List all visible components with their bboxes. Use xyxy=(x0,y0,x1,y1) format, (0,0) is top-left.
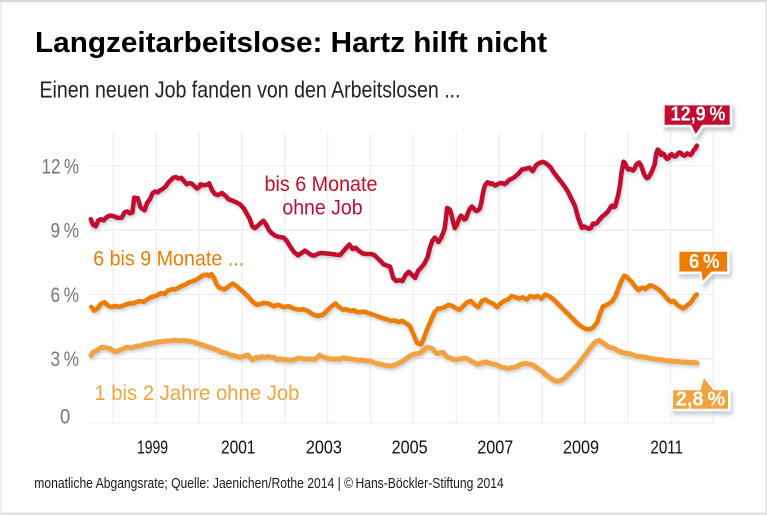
svg-text:2007: 2007 xyxy=(477,438,513,458)
svg-text:1 bis 2 Jahre ohne Job: 1 bis 2 Jahre ohne Job xyxy=(94,382,299,405)
svg-text:2005: 2005 xyxy=(392,438,428,458)
svg-text:2009: 2009 xyxy=(563,438,599,458)
svg-text:9 %: 9 % xyxy=(51,220,80,243)
svg-text:bis 6 Monate: bis 6 Monate xyxy=(265,173,378,196)
svg-text:2,8 %: 2,8 % xyxy=(676,389,726,411)
svg-text:Langzeitarbeitslose: Hartz hil: Langzeitarbeitslose: Hartz hilft nicht xyxy=(35,27,547,59)
svg-text:3 %: 3 % xyxy=(51,348,80,371)
svg-text:6 bis 9 Monate ...: 6 bis 9 Monate ... xyxy=(93,247,244,270)
svg-text:2003: 2003 xyxy=(306,438,342,458)
svg-text:6 %: 6 % xyxy=(689,251,720,273)
svg-text:monatliche Abgangsrate; Quelle: monatliche Abgangsrate; Quelle: Jaeniche… xyxy=(34,475,503,492)
svg-text:6 %: 6 % xyxy=(51,284,80,307)
svg-text:ohne Job: ohne Job xyxy=(282,197,362,220)
svg-text:Einen neuen Job fanden von den: Einen neuen Job fanden von den Arbeitslo… xyxy=(40,77,461,103)
svg-text:1999: 1999 xyxy=(137,438,168,458)
svg-text:12 %: 12 % xyxy=(42,156,80,179)
svg-text:2011: 2011 xyxy=(650,438,683,458)
svg-text:0: 0 xyxy=(60,406,70,429)
svg-text:12,9 %: 12,9 % xyxy=(671,103,726,125)
svg-text:2001: 2001 xyxy=(221,438,256,458)
